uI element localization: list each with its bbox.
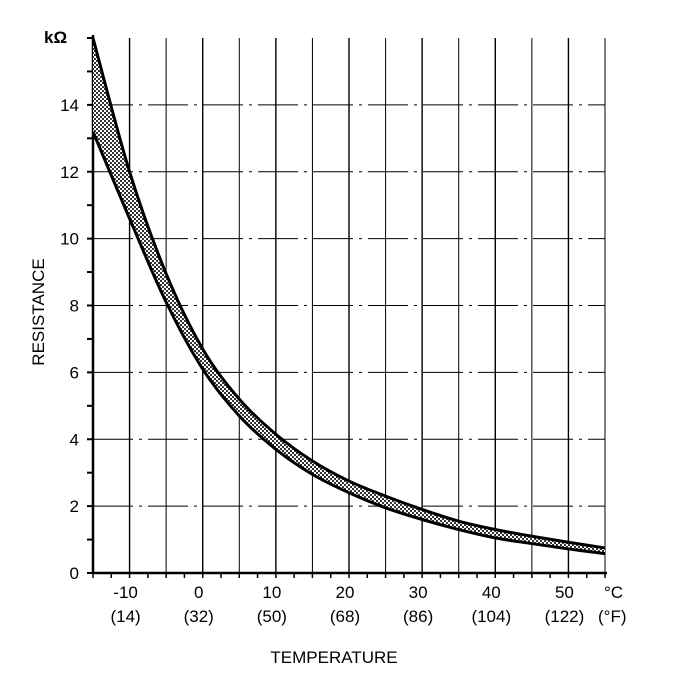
grid xyxy=(93,38,606,573)
y-axis-title: RESISTANCE xyxy=(29,258,48,365)
x-tick-label-celsius: 30 xyxy=(409,583,428,602)
x-tick-label-celsius: 50 xyxy=(555,583,574,602)
x-tick-label-fahrenheit: (104) xyxy=(471,607,511,626)
x-tick-label-celsius: 10 xyxy=(262,583,281,602)
upper-limit-curve xyxy=(91,37,606,550)
x-tick-label-fahrenheit: (32) xyxy=(184,607,214,626)
axes xyxy=(87,35,607,578)
y-tick-label: 4 xyxy=(70,430,79,449)
y-tick-label: 10 xyxy=(60,230,79,249)
x-unit-f-label: (°F) xyxy=(598,607,627,626)
y-tick-label: 0 xyxy=(70,564,79,583)
y-tick-label: 8 xyxy=(70,297,79,316)
x-tick-label-fahrenheit: (86) xyxy=(403,607,433,626)
x-tick-label-fahrenheit: (122) xyxy=(545,607,585,626)
x-tick-label-fahrenheit: (50) xyxy=(257,607,287,626)
y-tick-label: 6 xyxy=(70,363,79,382)
x-tick-label-fahrenheit: (68) xyxy=(330,607,360,626)
x-axis-title: TEMPERATURE xyxy=(270,648,397,667)
y-tick-label: 14 xyxy=(60,96,79,115)
x-tick-label-celsius: 20 xyxy=(336,583,355,602)
x-tick-label-celsius: 0 xyxy=(194,583,203,602)
x-tick-label-fahrenheit: (14) xyxy=(110,607,140,626)
y-unit-label: kΩ xyxy=(44,28,67,47)
x-unit-c-label: °C xyxy=(604,583,623,602)
x-tick-label-celsius: 40 xyxy=(482,583,501,602)
y-tick-label: 2 xyxy=(70,497,79,516)
lower-limit-curve xyxy=(91,131,606,556)
y-tick-label: 12 xyxy=(60,163,79,182)
x-tick-label-celsius: -10 xyxy=(113,583,138,602)
resistance-band xyxy=(91,37,606,556)
tick-labels: 0 2 4 6 8 10 12 14 -10 (14) 0 (32) 10 (50) 20 (68) 30 (86… xyxy=(60,96,584,626)
